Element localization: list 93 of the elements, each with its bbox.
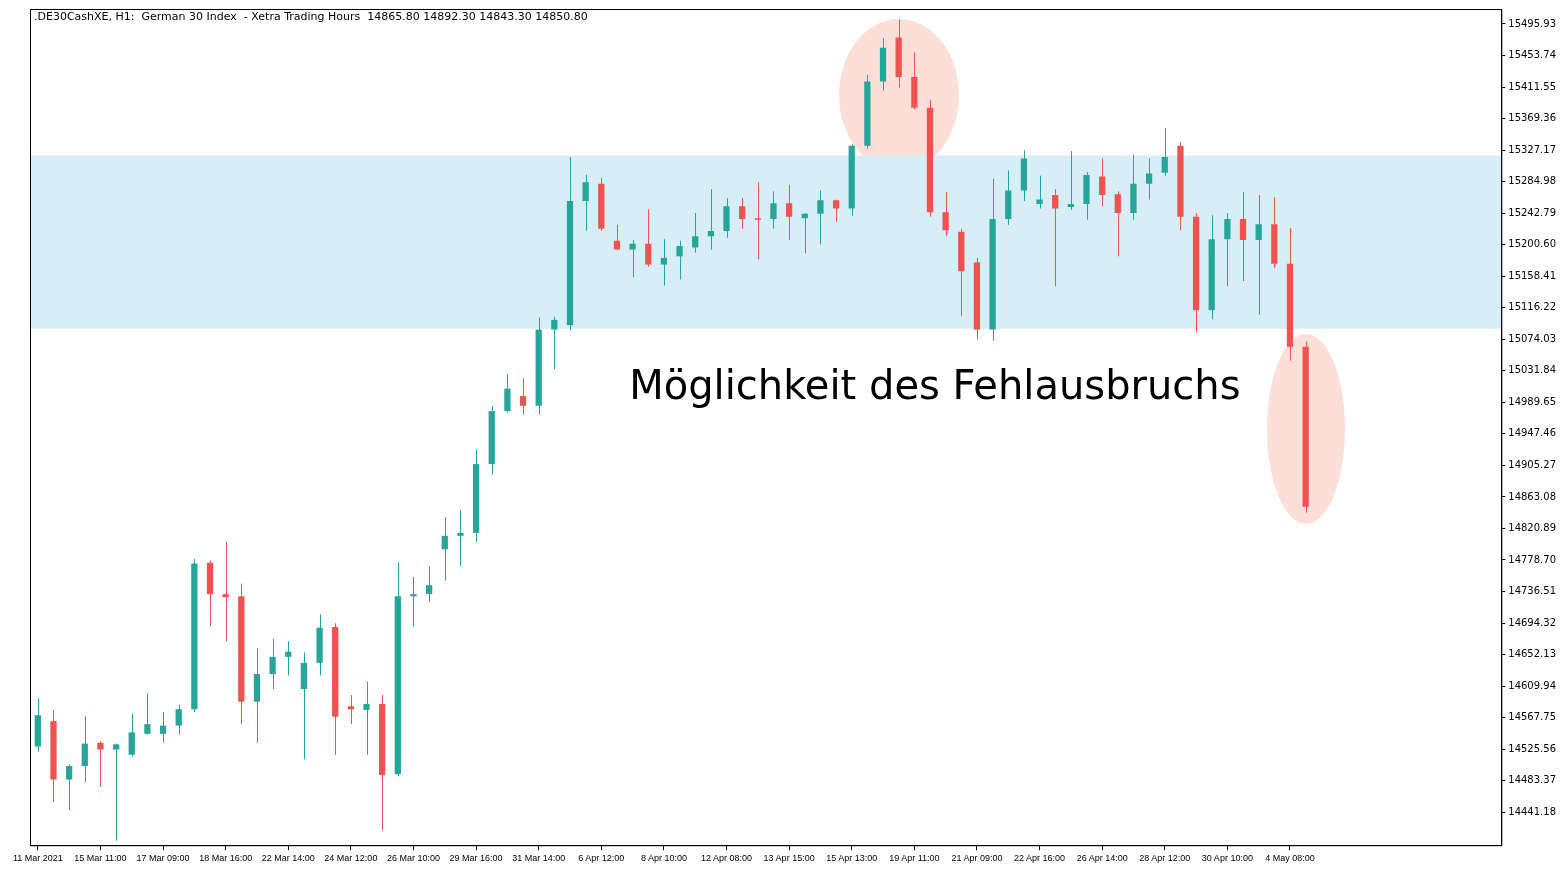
- y-tick-label: 15116.22: [1508, 301, 1556, 313]
- y-tick-label: 15284.98: [1508, 175, 1556, 187]
- y-tick-label: 14694.32: [1508, 616, 1556, 628]
- candlestick: [817, 190, 824, 245]
- candlestick: [770, 190, 777, 230]
- x-tick-label: 4 May 08:00: [1265, 853, 1315, 864]
- candlestick: [1036, 175, 1043, 210]
- candlestick: [582, 174, 589, 232]
- y-tick-label: 14652.13: [1508, 648, 1556, 660]
- y-tick-label: 14905.27: [1508, 458, 1556, 470]
- x-tick-label: 22 Apr 16:00: [1014, 853, 1066, 864]
- y-tick-label: 14947.46: [1508, 427, 1556, 439]
- candlestick: [1224, 212, 1231, 287]
- x-tick-label: 30 Apr 10:00: [1201, 853, 1253, 864]
- candlestick: [1099, 157, 1106, 207]
- x-tick-label: 12 Apr 08:00: [700, 853, 753, 864]
- y-tick-label: 15242.79: [1508, 206, 1556, 218]
- candlestick: [1239, 191, 1247, 282]
- candlestick: [676, 240, 683, 281]
- x-tick-label: 19 Apr 11:00: [889, 853, 940, 864]
- candlestick: [175, 704, 182, 736]
- candlestick: [81, 715, 88, 783]
- candlestick: [739, 197, 746, 230]
- candlestick: [285, 640, 292, 677]
- candlestick: [645, 208, 652, 268]
- y-tick-label: 14736.51: [1508, 585, 1556, 597]
- candlestick: [66, 763, 73, 811]
- x-tick-label: 6 Apr 12:00: [578, 853, 625, 864]
- x-tick-label: 18 Mar 16:00: [199, 853, 253, 864]
- candlestick: [1255, 194, 1262, 316]
- y-tick-label: 15327.17: [1508, 143, 1556, 155]
- candlestick: [551, 316, 558, 370]
- x-tick-label: 26 Apr 14:00: [1076, 853, 1128, 864]
- x-tick-label: 15 Apr 13:00: [826, 853, 878, 864]
- candlestick: [1114, 190, 1121, 257]
- candlestick: [785, 184, 793, 241]
- y-tick-label: 15369.36: [1508, 112, 1556, 124]
- candlestick: [97, 740, 104, 788]
- y-tick-label: 15031.84: [1508, 364, 1556, 376]
- y-tick-label: 14820.89: [1508, 522, 1556, 534]
- x-tick-label: 8 Apr 10:00: [640, 853, 687, 864]
- x-tick-label: 13 Apr 15:00: [763, 853, 815, 864]
- candlestick: [1052, 188, 1059, 287]
- x-tick-label: 22 Mar 14:00: [261, 853, 315, 864]
- x-tick-label: 15 Mar 11:00: [74, 853, 127, 864]
- candlestick: [269, 638, 276, 690]
- x-tick-label: 11 Mar 2021: [12, 853, 63, 864]
- candlestick: [660, 238, 668, 286]
- candlestick: [707, 188, 714, 251]
- x-tick-label: 31 Mar 14:00: [512, 853, 566, 864]
- y-tick-label: 15158.41: [1508, 269, 1556, 281]
- x-tick-label: 28 Apr 12:00: [1139, 853, 1191, 864]
- candlestick: [942, 191, 949, 237]
- candlestick: [754, 181, 761, 260]
- candlestick: [1161, 127, 1168, 177]
- candlestick: [457, 509, 464, 567]
- candlestick: [144, 693, 151, 736]
- candlestick: [1145, 157, 1153, 201]
- candlestick: [112, 743, 120, 842]
- candlestick: [426, 565, 433, 603]
- x-tick-label: 17 Mar 09:00: [136, 853, 190, 864]
- y-tick-label: 15200.60: [1508, 238, 1556, 250]
- y-tick-label: 14525.56: [1508, 742, 1556, 754]
- candlestick: [347, 694, 354, 725]
- candlestick: [363, 681, 370, 756]
- y-tick-label: 15495.93: [1508, 17, 1556, 29]
- candlestick: [519, 377, 527, 416]
- candlestick: [222, 541, 229, 642]
- annotation: Möglichkeit des Fehlausbruchs: [629, 362, 1241, 409]
- x-tick-label: 24 Mar 12:00: [324, 853, 378, 864]
- candlestick: [629, 239, 636, 278]
- y-tick-label: 14567.75: [1508, 711, 1556, 723]
- candlestick: [504, 373, 511, 414]
- y-tick-label: 14989.65: [1508, 395, 1556, 407]
- chart-title: .DE30CashXE, H1: German 30 Index - Xetra Trading Hours 14865.80 14892.30 14843.30 14850.80: [34, 9, 588, 23]
- y-tick-label: 14483.37: [1508, 774, 1556, 786]
- y-tick-label: 14778.70: [1508, 553, 1556, 565]
- y-tick-label: 14863.08: [1508, 490, 1556, 502]
- candlestick: [128, 713, 135, 757]
- y-tick-label: 15453.74: [1508, 49, 1556, 61]
- candlestick: [613, 224, 621, 251]
- x-tick-label: 29 Mar 16:00: [449, 853, 503, 864]
- candlestick: [1067, 150, 1074, 211]
- y-tick-label: 14441.18: [1508, 805, 1556, 817]
- candlestick: [410, 576, 417, 628]
- candlestick: [159, 711, 167, 744]
- y-tick-label: 15411.55: [1508, 80, 1556, 92]
- y-tick-label: 14609.94: [1508, 679, 1556, 691]
- candlestick: [692, 212, 699, 254]
- x-tick-label: 21 Apr 09:00: [951, 853, 1003, 864]
- x-tick-label: 26 Mar 10:00: [386, 853, 440, 864]
- y-tick-label: 15074.03: [1508, 332, 1556, 344]
- candlestick: [441, 516, 448, 582]
